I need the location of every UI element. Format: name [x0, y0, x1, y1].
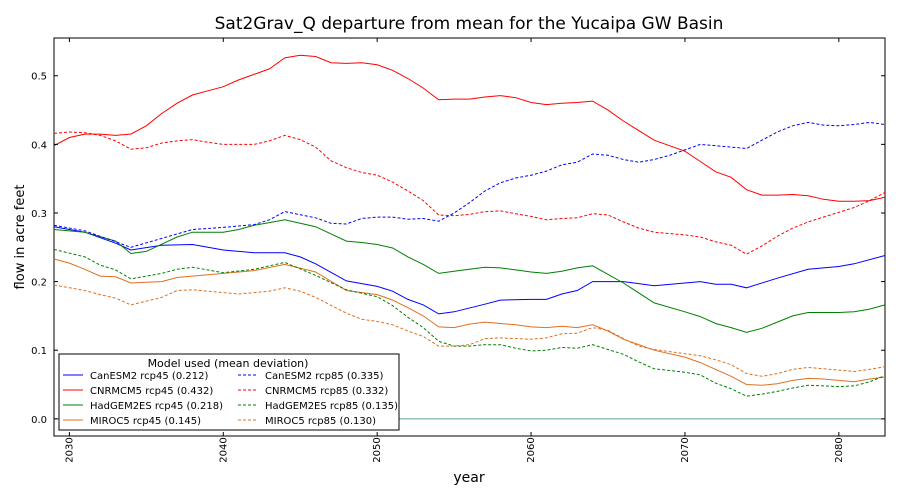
legend-item: CanESM2 rcp85 (0.335) — [238, 371, 383, 382]
series-line-cnrmcm5-rcp45 — [53, 54, 886, 202]
y-tick-label: 0.4 — [31, 140, 47, 151]
y-tick-label: 0.5 — [31, 72, 47, 83]
series-line-miroc5-rcp85 — [53, 284, 886, 377]
legend-title: Model used (mean deviation) — [148, 357, 309, 370]
y-tick-label: 0.2 — [31, 278, 47, 289]
series-line-hadgem2es-rcp85 — [53, 248, 886, 397]
series-line-cnrmcm5-rcp85 — [53, 131, 886, 255]
legend-item: HadGEM2ES rcp45 (0.218) — [63, 401, 223, 412]
y-tick-label: 0.0 — [31, 415, 47, 426]
legend-item: CNRMCM5 rcp45 (0.432) — [63, 386, 213, 397]
x-tick-label: 2060 — [526, 437, 537, 462]
y-tick-label: 0.3 — [31, 209, 47, 220]
x-tick-label: 2080 — [834, 437, 845, 462]
chart-title: Sat2Grav_Q departure from mean for the Y… — [215, 14, 724, 34]
x-tick-label: 2070 — [680, 437, 691, 462]
legend-label: CNRMCM5 rcp85 (0.332) — [265, 386, 388, 397]
series-line-canesm2-rcp45 — [53, 226, 886, 315]
legend-item: MIROC5 rcp85 (0.130) — [238, 416, 376, 427]
legend-label: MIROC5 rcp45 (0.145) — [90, 416, 201, 427]
y-tick-label: 0.1 — [31, 346, 47, 357]
x-axis-label: year — [453, 470, 484, 486]
x-tick-label: 2050 — [372, 437, 383, 462]
legend-label: MIROC5 rcp85 (0.130) — [265, 416, 376, 427]
legend-label: HadGEM2ES rcp45 (0.218) — [90, 401, 223, 412]
legend-items: CanESM2 rcp45 (0.212) CNRMCM5 rcp45 (0.43… — [63, 371, 398, 427]
y-axis-label: flow in acre feet — [13, 185, 28, 290]
legend-item: CanESM2 rcp45 (0.212) — [63, 371, 208, 382]
series-line-miroc5-rcp45 — [53, 258, 886, 386]
series-line-hadgem2es-rcp45 — [53, 219, 886, 333]
plot-frame — [53, 37, 886, 437]
legend-label: CNRMCM5 rcp45 (0.432) — [90, 386, 213, 397]
x-tick-label: 2030 — [64, 437, 75, 462]
legend-box — [58, 353, 400, 431]
legend-label: CanESM2 rcp85 (0.335) — [265, 371, 383, 382]
legend-item: HadGEM2ES rcp85 (0.135) — [238, 401, 398, 412]
axis-ticks: 2030 2040 2050 2060 2070 2080 0.0 0.1 0.2 0.3 0.4 0… — [31, 38, 885, 463]
x-tick-label: 2040 — [218, 437, 229, 462]
legend-label: CanESM2 rcp45 (0.212) — [90, 371, 208, 382]
legend-item: MIROC5 rcp45 (0.145) — [63, 416, 201, 427]
legend: Model used (mean deviation) CanESM2 rcp4… — [58, 353, 400, 431]
legend-label: HadGEM2ES rcp85 (0.135) — [265, 401, 398, 412]
legend-item: CNRMCM5 rcp85 (0.332) — [238, 386, 388, 397]
